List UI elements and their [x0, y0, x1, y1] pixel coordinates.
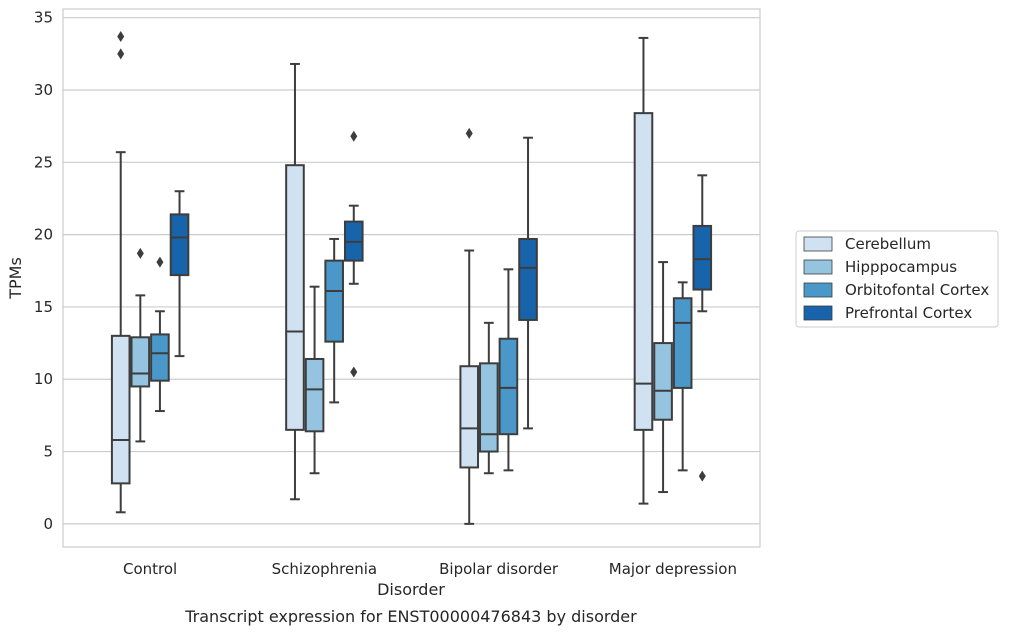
- legend-swatch: [803, 282, 833, 298]
- box-plot: [324, 237, 344, 404]
- y-tick-label: 35: [34, 9, 53, 27]
- x-tick-labels: Control Schizophrenia Bipolar disorder Majo…: [123, 560, 737, 578]
- legend-label: Cerebellum: [845, 235, 931, 253]
- box-iqr: [518, 237, 538, 321]
- box-iqr: [633, 112, 654, 431]
- outlier-point: [350, 366, 358, 378]
- box-plot: [498, 268, 519, 472]
- box-plot: [130, 247, 151, 443]
- outlier-point: [117, 48, 125, 60]
- y-tick-label: 30: [34, 81, 53, 99]
- box-plot: [479, 321, 499, 475]
- box-plot: [518, 136, 538, 430]
- outlier-point: [698, 470, 706, 482]
- y-tick-label: 20: [34, 226, 53, 244]
- box-plot: [672, 281, 693, 472]
- y-tick-label: 25: [34, 153, 53, 171]
- box-plot: [150, 256, 170, 413]
- box-plot: [343, 130, 364, 378]
- box-iqr: [459, 365, 480, 469]
- outlier-point: [117, 30, 125, 42]
- box-plot: [692, 174, 713, 482]
- plot-frame: [62, 8, 761, 548]
- box-iqr: [692, 224, 713, 291]
- y-tick-labels: 0 5 10 15 20 25 30 35: [34, 9, 53, 533]
- x-tick-label: Control: [123, 560, 177, 578]
- outlier-point: [465, 127, 473, 139]
- y-tick-label: 5: [43, 443, 53, 461]
- y-axis-title: TPMs: [6, 257, 25, 300]
- x-tick-label: Major depression: [609, 560, 737, 578]
- x-tick-label: Schizophrenia: [272, 560, 377, 578]
- legend-label: Orbitofontal Cortex: [845, 281, 989, 299]
- box-iqr: [672, 297, 693, 389]
- box-iqr: [285, 164, 305, 431]
- y-tick-label: 15: [34, 298, 53, 316]
- box-iqr: [304, 357, 325, 433]
- box-plots: [110, 30, 713, 525]
- chart-caption: Transcript expression for ENST0000047684…: [184, 607, 637, 626]
- box-iqr: [653, 342, 673, 421]
- box-plot: [285, 62, 305, 501]
- outlier-point: [136, 247, 144, 259]
- box-plot: [110, 30, 131, 514]
- box-iqr: [150, 333, 170, 382]
- box-plot: [459, 127, 480, 525]
- box-iqr: [479, 362, 499, 453]
- x-axis-title: Disorder: [377, 580, 445, 599]
- legend-swatch: [803, 259, 833, 275]
- y-tick-label: 10: [34, 370, 53, 388]
- x-tick-label: Bipolar disorder: [439, 560, 559, 578]
- legend-frame: [795, 230, 999, 328]
- box-iqr: [110, 334, 131, 485]
- box-plot: [633, 36, 654, 505]
- box-iqr: [498, 337, 519, 436]
- outlier-point: [156, 256, 164, 268]
- outlier-point: [350, 130, 358, 142]
- box-plot: [304, 285, 325, 475]
- box-iqr: [324, 259, 344, 343]
- grid: [63, 17, 760, 525]
- box-plot: [169, 190, 190, 358]
- box-plot: [653, 261, 673, 494]
- legend: Cerebellum Hipppocampus Orbitofontal Corte…: [795, 230, 999, 328]
- legend-label: Hipppocampus: [845, 258, 957, 276]
- legend-swatch: [803, 305, 833, 321]
- box-iqr: [169, 213, 190, 277]
- y-tick-label: 0: [43, 515, 53, 533]
- box-iqr: [130, 336, 151, 388]
- legend-label: Prefrontal Cortex: [845, 304, 972, 322]
- legend-swatch: [803, 236, 833, 252]
